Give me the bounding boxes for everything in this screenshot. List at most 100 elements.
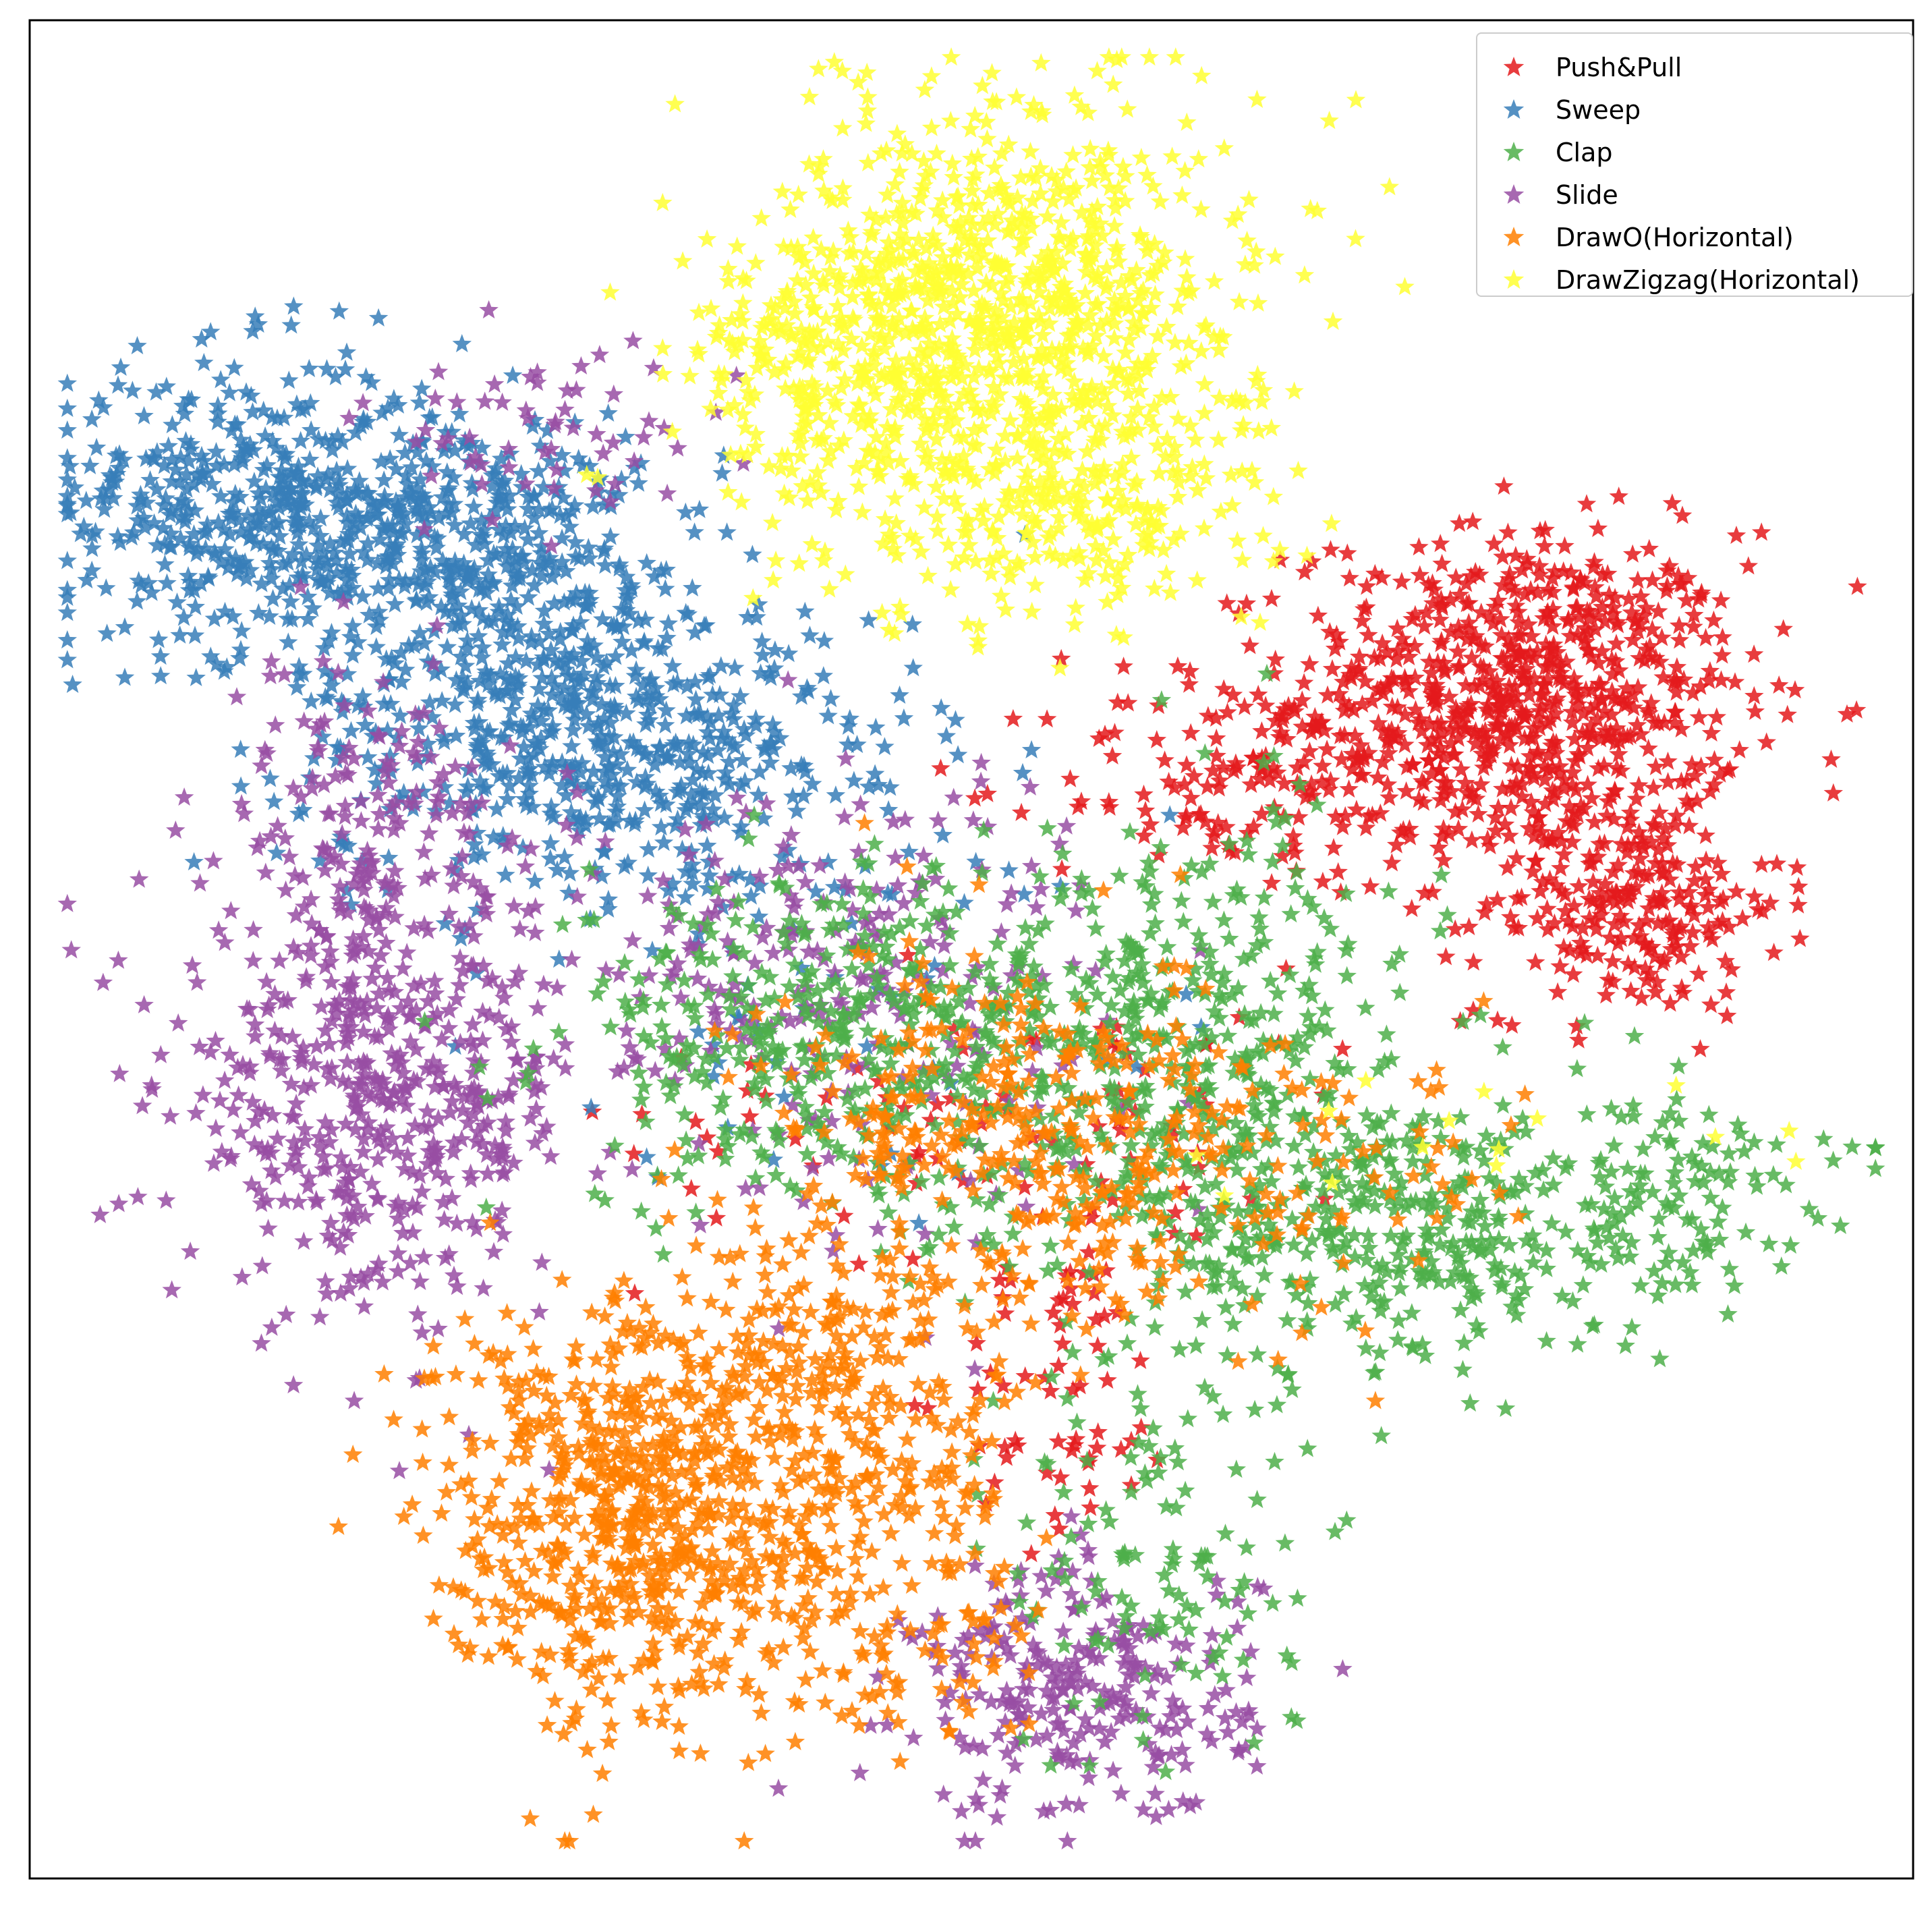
data-point bbox=[215, 932, 235, 951]
data-point bbox=[505, 690, 525, 709]
data-point bbox=[1134, 784, 1154, 803]
data-point bbox=[233, 452, 252, 471]
data-point bbox=[382, 648, 401, 667]
data-point bbox=[358, 550, 378, 569]
data-point bbox=[868, 1179, 887, 1198]
data-point bbox=[1699, 917, 1718, 937]
data-point bbox=[1069, 1162, 1089, 1181]
data-point bbox=[1359, 625, 1378, 644]
data-point bbox=[890, 685, 909, 704]
data-point bbox=[1409, 537, 1429, 556]
data-point bbox=[472, 438, 492, 457]
data-point bbox=[518, 408, 538, 427]
data-point bbox=[82, 409, 102, 428]
data-point bbox=[474, 1278, 493, 1297]
data-point bbox=[1133, 872, 1152, 891]
data-point bbox=[1703, 929, 1722, 948]
data-point bbox=[353, 1022, 374, 1040]
data-point bbox=[355, 1065, 375, 1084]
data-point bbox=[1042, 1688, 1062, 1707]
data-point bbox=[463, 872, 483, 891]
data-point bbox=[985, 995, 1004, 1014]
data-point bbox=[1550, 763, 1569, 782]
data-point bbox=[1250, 918, 1270, 937]
data-point bbox=[1462, 830, 1482, 849]
data-point bbox=[1649, 839, 1668, 858]
data-point bbox=[505, 972, 525, 991]
data-point bbox=[1106, 1036, 1127, 1055]
data-point bbox=[1711, 670, 1731, 689]
data-point bbox=[849, 1254, 869, 1273]
data-point bbox=[982, 1648, 1002, 1667]
data-point bbox=[1484, 534, 1504, 553]
data-point bbox=[414, 1247, 434, 1266]
data-point bbox=[1662, 493, 1682, 512]
data-point bbox=[1477, 700, 1497, 719]
data-point bbox=[1500, 638, 1521, 657]
data-point bbox=[714, 445, 734, 464]
data-point bbox=[461, 1080, 482, 1098]
data-point bbox=[508, 616, 528, 635]
data-point bbox=[1479, 661, 1500, 680]
data-point bbox=[1049, 1547, 1069, 1566]
data-point bbox=[516, 474, 536, 493]
data-point bbox=[778, 670, 798, 689]
data-point bbox=[470, 671, 490, 690]
data-point bbox=[351, 1105, 371, 1123]
data-point bbox=[1506, 848, 1527, 867]
data-point bbox=[1500, 777, 1521, 797]
data-point bbox=[186, 667, 206, 686]
data-point bbox=[967, 957, 987, 976]
data-point bbox=[257, 455, 277, 474]
data-point bbox=[314, 543, 333, 562]
data-point bbox=[1263, 758, 1284, 777]
data-point bbox=[394, 1200, 414, 1219]
data-point bbox=[997, 1743, 1017, 1762]
data-point bbox=[842, 959, 862, 978]
data-point bbox=[243, 321, 262, 340]
data-point bbox=[1672, 574, 1692, 593]
data-point bbox=[273, 554, 293, 573]
data-point bbox=[764, 739, 783, 758]
data-point bbox=[1629, 775, 1649, 794]
data-point bbox=[566, 547, 586, 565]
data-point bbox=[1038, 1654, 1058, 1673]
data-point bbox=[1523, 802, 1543, 821]
data-point bbox=[1044, 1303, 1063, 1322]
data-point bbox=[287, 522, 308, 542]
data-point bbox=[474, 955, 493, 974]
data-point bbox=[1618, 879, 1638, 897]
data-point bbox=[1637, 640, 1656, 659]
data-point bbox=[57, 504, 78, 523]
data-point bbox=[317, 1059, 337, 1078]
data-point bbox=[357, 508, 376, 527]
data-point bbox=[1049, 1290, 1069, 1309]
data-point bbox=[1118, 693, 1138, 712]
data-point bbox=[803, 1158, 822, 1177]
data-point bbox=[569, 449, 588, 468]
data-point bbox=[1377, 674, 1397, 693]
data-point bbox=[1508, 889, 1527, 908]
data-point bbox=[1643, 814, 1664, 833]
data-point bbox=[769, 1318, 789, 1337]
data-point bbox=[1176, 805, 1196, 824]
data-point bbox=[1624, 835, 1644, 854]
data-point bbox=[154, 495, 174, 514]
data-point bbox=[1471, 603, 1491, 621]
data-point bbox=[725, 737, 745, 756]
data-point bbox=[588, 1163, 608, 1182]
data-point bbox=[735, 1011, 754, 1030]
data-point bbox=[372, 1272, 393, 1291]
data-point bbox=[337, 570, 357, 589]
data-point bbox=[1529, 556, 1550, 575]
data-point bbox=[530, 1302, 549, 1320]
data-point bbox=[155, 554, 175, 573]
data-point bbox=[422, 456, 443, 475]
data-point bbox=[249, 499, 269, 518]
data-point bbox=[1060, 769, 1080, 787]
data-point bbox=[1078, 1540, 1098, 1559]
data-point bbox=[349, 471, 370, 490]
data-point bbox=[714, 722, 733, 741]
data-point bbox=[934, 1007, 955, 1026]
data-point bbox=[161, 537, 181, 556]
